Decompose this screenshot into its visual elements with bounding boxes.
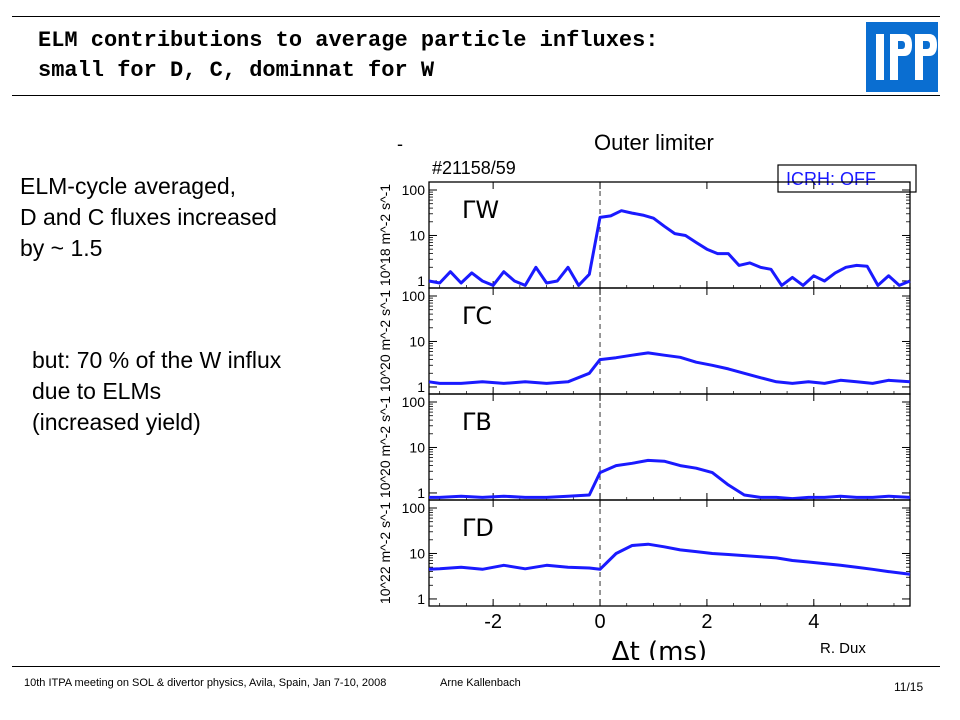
footer-author: Arne Kallenbach [440, 677, 521, 689]
panel-y-unit-label: 10^20 m^-2 s^-1 [377, 290, 393, 392]
ipp-logo [866, 22, 938, 92]
x-tick-label: 0 [594, 611, 605, 633]
chart-title: Outer limiter [594, 130, 714, 155]
flux-series-line [428, 209, 911, 287]
y-tick-label: 10 [409, 227, 425, 243]
flux-series-line [428, 542, 911, 576]
footer-rule [12, 666, 940, 667]
x-tick-label: 4 [808, 611, 819, 633]
text-line: due to ELMs [32, 378, 162, 404]
panel-frame [428, 499, 911, 607]
y-tick-label: 10 [409, 439, 425, 455]
title-rule [12, 95, 940, 96]
y-tick-label: 10 [409, 333, 425, 349]
y-tick-label: 100 [402, 394, 426, 410]
text-block-w-influx: but: 70 % of the W influx due to ELMs (i… [32, 345, 352, 438]
text-line: (increased yield) [32, 409, 201, 435]
y-tick-label: 1 [417, 379, 425, 395]
y-tick-label: 10 [409, 545, 425, 561]
panel-species-label: ΓB [462, 408, 492, 436]
x-tick-label: 2 [701, 611, 712, 633]
flux-figure: - Outer limiter #21158/59 ICRH: OFF 1 10 100 10… [340, 120, 940, 667]
text-block-elm-averaged: ELM-cycle averaged, D and C fluxes incre… [20, 171, 350, 264]
y-tick-label: 1 [417, 591, 425, 607]
footer-meeting: 10th ITPA meeting on SOL & divertor phys… [24, 677, 387, 689]
text-line: D and C fluxes increased [20, 204, 277, 230]
panel-y-unit-label: 10^20 m^-2 s^-1 [377, 396, 393, 498]
y-tick-label: 1 [417, 273, 425, 289]
panel-frame [428, 393, 911, 501]
panel-species-label: ΓC [462, 302, 492, 330]
slide-title: ELM contributions to average particle in… [38, 26, 838, 86]
panel-y-unit-label: 10^18 m^-2 s^-1 [377, 184, 393, 286]
x-axis-label: Δt (ms) [612, 637, 707, 660]
top-rule [12, 16, 940, 17]
y-tick-label: 100 [402, 288, 426, 304]
panel-y-unit-label: 10^22 m^-2 s^-1 [377, 502, 393, 604]
y-tick-label: 1 [417, 485, 425, 501]
icrh-annotation-box [777, 164, 917, 193]
text-line: by ~ 1.5 [20, 235, 103, 261]
icrh-annotation: ICRH: OFF [786, 169, 876, 189]
y-tick-label: 100 [402, 182, 426, 198]
flux-series-line [429, 458, 911, 501]
panel-frame [428, 287, 911, 395]
flux-series-line [428, 351, 911, 385]
chart-title-prefix: - [397, 134, 403, 154]
panel-species-label: ΓW [462, 196, 499, 224]
title-line-2: small for D, C, dominnat for W [38, 58, 435, 83]
x-tick-label: -2 [484, 611, 502, 633]
figure-credit: R. Dux [820, 640, 866, 657]
y-tick-label: 100 [402, 500, 426, 516]
title-line-1: ELM contributions to average particle in… [38, 28, 659, 53]
ipp-logo-mark [876, 34, 937, 80]
panel-species-label: ΓD [462, 514, 494, 542]
page-number: 11/15 [894, 680, 924, 694]
text-line: ELM-cycle averaged, [20, 173, 237, 199]
shot-label: #21158/59 [432, 158, 516, 178]
text-line: but: 70 % of the W influx [32, 347, 282, 373]
